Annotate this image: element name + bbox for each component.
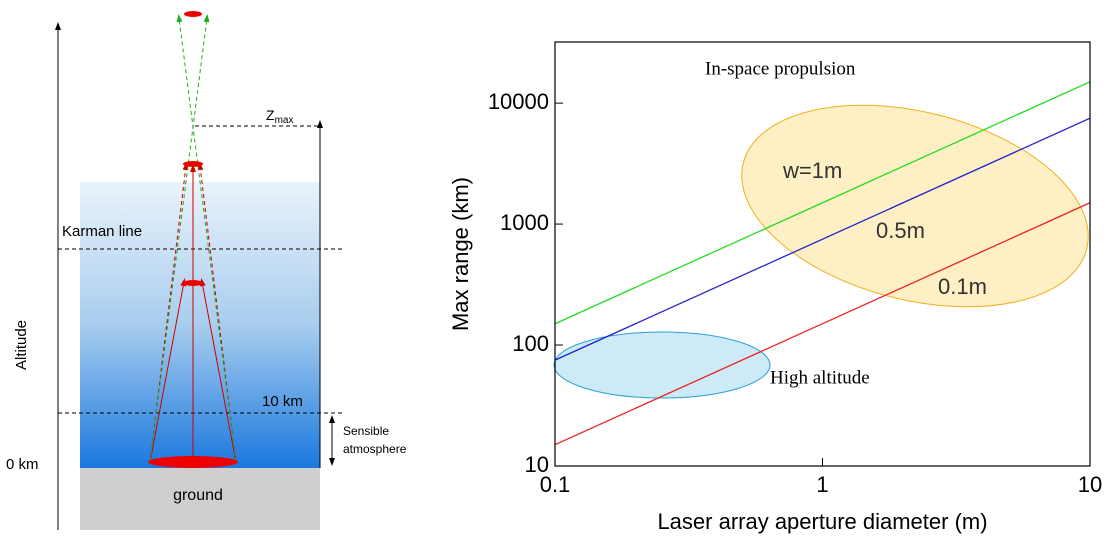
x-tick-label: 1 bbox=[816, 472, 828, 497]
zmax-sub: max bbox=[275, 115, 294, 126]
sensible-label: atmosphere bbox=[343, 442, 407, 456]
altitude-label: Altitude bbox=[13, 320, 30, 370]
series-label: w=1m bbox=[782, 158, 842, 183]
laser-array bbox=[148, 456, 238, 468]
atmosphere bbox=[80, 182, 320, 468]
x-tick-label: 0.1 bbox=[540, 472, 571, 497]
space-region bbox=[741, 104, 1089, 308]
zmax-main: Z bbox=[266, 107, 275, 123]
karman-label: Karman line bbox=[62, 223, 142, 240]
ground-label: ground bbox=[173, 487, 223, 504]
y-tick-label: 100 bbox=[512, 331, 549, 356]
craft bbox=[183, 161, 203, 167]
y-tick-label: 1000 bbox=[500, 210, 549, 235]
series-line bbox=[554, 81, 1091, 325]
series-label: 0.1m bbox=[938, 274, 987, 299]
series-line bbox=[554, 117, 1091, 361]
green-beams bbox=[149, 14, 237, 463]
series-line bbox=[554, 202, 1091, 446]
ground-block bbox=[80, 468, 320, 530]
x-tick-label: 10 bbox=[1078, 472, 1102, 497]
zero-km-label: 0 km bbox=[6, 456, 39, 473]
series-label: 0.5m bbox=[876, 218, 925, 243]
diagram: Zmax Karman line Altitude 10 km 0 km gro… bbox=[6, 11, 407, 530]
zmax-label: Zmax bbox=[266, 107, 293, 126]
y-axis-label: Max range (km) bbox=[448, 177, 473, 331]
y-tick-label: 10 bbox=[525, 452, 549, 477]
ten-km-label: 10 km bbox=[262, 393, 303, 410]
x-axis-label: Laser array aperture diameter (m) bbox=[657, 509, 987, 534]
annotation: High altitude bbox=[770, 367, 870, 388]
y-tick-label: 10000 bbox=[488, 89, 549, 114]
chart: w=1m 0.5m 0.1m In-space propulsion High alti… bbox=[448, 41, 1102, 534]
sensible-label: Sensible bbox=[343, 424, 389, 438]
craft bbox=[183, 280, 203, 286]
annotation: In-space propulsion bbox=[705, 58, 856, 79]
high-altitude-region bbox=[553, 331, 771, 399]
craft bbox=[184, 11, 202, 17]
